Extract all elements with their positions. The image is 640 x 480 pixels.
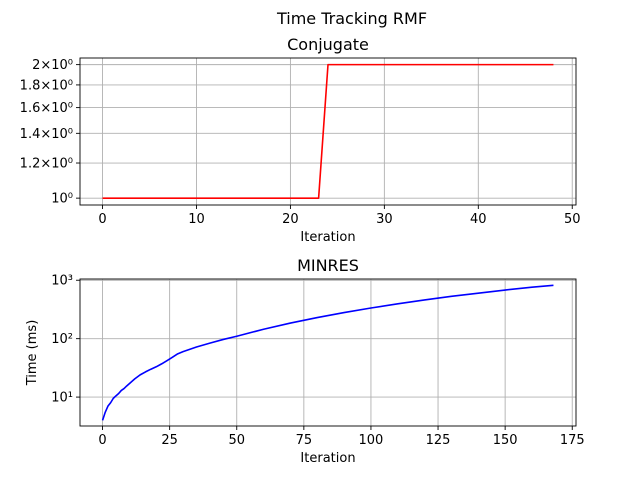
y-tick-label: 1.2×10⁰: [20, 157, 73, 172]
x-tick-label: 150: [493, 433, 518, 448]
y-tick-label: 1.8×10⁰: [20, 78, 73, 93]
figure-title: Time Tracking RMF: [276, 9, 427, 28]
chart-1: 0 25 50 75 100 125 150 175 10¹ 10² 10³ MINRES Iterat…: [25, 256, 585, 466]
x-tick-label: 75: [296, 433, 313, 448]
x-axis-label: Iteration: [300, 451, 355, 466]
y-tick-label: 10⁰: [51, 192, 73, 207]
x-tick-label: 0: [98, 212, 106, 227]
y-tick-label: 10¹: [51, 391, 73, 406]
x-tick-label: 125: [426, 433, 451, 448]
x-tick-label: 20: [282, 212, 299, 227]
x-tick-label: 50: [564, 212, 581, 227]
chart-title: Conjugate: [287, 35, 369, 54]
axes-frame: [79, 57, 577, 206]
x-tick-label: 10: [188, 212, 205, 227]
x-tick-label: 30: [376, 212, 393, 227]
chart-title: MINRES: [297, 256, 359, 275]
x-tick-label: 0: [98, 433, 106, 448]
y-axis-label: Time (ms): [25, 320, 40, 387]
y-tick-label: 10³: [51, 274, 73, 289]
x-axis-label: Iteration: [300, 230, 355, 245]
series-line-0: [102, 63, 554, 199]
x-tick-label: 50: [228, 433, 245, 448]
x-tick-label: 25: [161, 433, 178, 448]
axes-frame: [79, 278, 577, 427]
x-tick-label: 175: [560, 433, 585, 448]
y-tick-label: 10²: [51, 332, 73, 347]
x-tick-label: 40: [470, 212, 487, 227]
x-tick-label: 100: [359, 433, 384, 448]
y-tick-label: 1.4×10⁰: [20, 127, 73, 142]
y-tick-label: 1.6×10⁰: [20, 101, 73, 116]
chart-0: 0 10 20 30 40 50 10⁰ 1.2×10⁰ 1.4×10⁰ 1.6×10⁰ 1.8×1…: [20, 35, 581, 245]
series-line-0: [101, 284, 554, 421]
y-tick-label: 2×10⁰: [32, 58, 73, 73]
